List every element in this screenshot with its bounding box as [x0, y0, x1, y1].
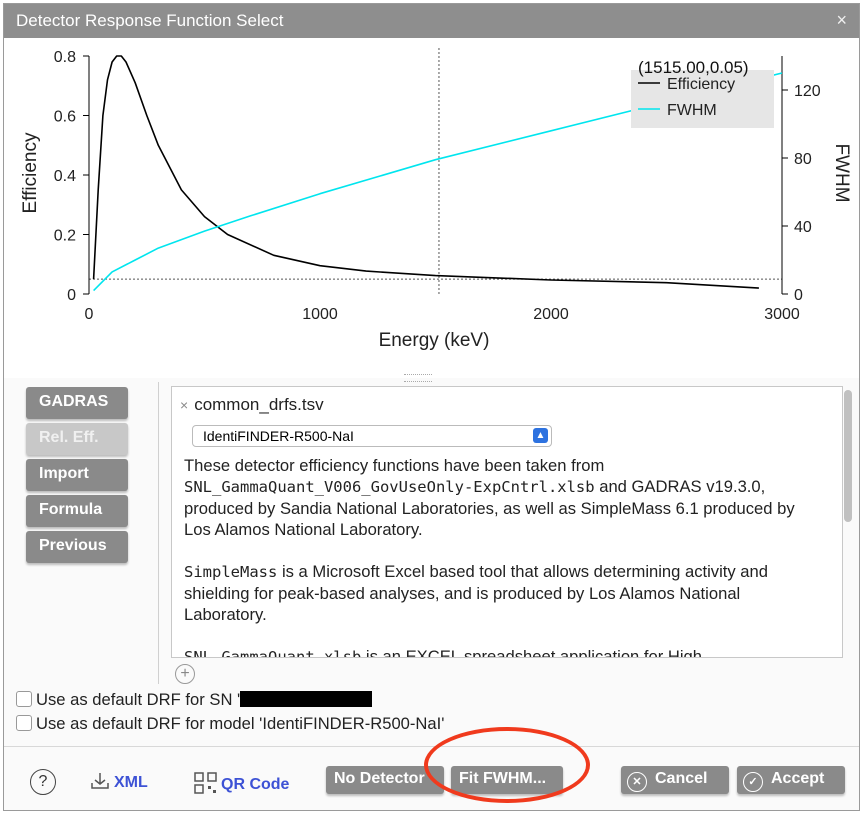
- cursor-readout: (1515.00,0.05): [638, 58, 749, 77]
- title-bar[interactable]: Detector Response Function Select ×: [4, 4, 859, 38]
- x-tick-label: 0: [85, 306, 94, 323]
- cancel-label: Cancel: [655, 770, 708, 787]
- redacted-serial: [240, 691, 373, 707]
- file-tab[interactable]: × common_drfs.tsv: [180, 395, 324, 415]
- y2-tick-label: 120: [794, 83, 821, 100]
- drf-select-dialog: Detector Response Function Select × 0 100…: [3, 3, 860, 811]
- fit-fwhm-button[interactable]: Fit FWHM...: [451, 766, 563, 794]
- close-tab-icon[interactable]: ×: [180, 397, 189, 413]
- y2-tick-label: 80: [794, 151, 812, 168]
- desc-text: is a Microsoft Excel based tool that all…: [184, 562, 768, 624]
- default-model-label: Use as default DRF for model 'IdentiFIND…: [36, 714, 445, 733]
- x-axis-label: Energy (keV): [379, 330, 490, 351]
- desc-mono-file: SNL_GammaQuant.xlsb: [184, 648, 362, 658]
- rel-eff-button[interactable]: Rel. Eff.: [26, 423, 128, 455]
- select-chevron-icon: ▲︎: [533, 428, 548, 443]
- close-icon[interactable]: ×: [836, 10, 847, 30]
- scrollbar-thumb[interactable]: [844, 390, 852, 522]
- default-sn-checkbox[interactable]: [16, 691, 32, 707]
- xml-label: XML: [114, 774, 148, 791]
- default-model-checkbox[interactable]: [16, 715, 32, 731]
- import-button[interactable]: Import: [26, 459, 128, 491]
- legend-fwhm-label: FWHM: [667, 102, 717, 119]
- y2-tick-label: 0: [794, 287, 803, 304]
- previous-button[interactable]: Previous: [26, 531, 128, 563]
- panel-scrollbar[interactable]: [843, 390, 853, 652]
- y2-axis-label: FWHM: [831, 143, 852, 202]
- x-tick-label: 2000: [533, 306, 569, 323]
- download-icon: [91, 773, 109, 789]
- legend-efficiency-label: Efficiency: [667, 76, 735, 93]
- efficiency-series-line: [92, 55, 759, 289]
- desc-text: These detector efficiency functions have…: [184, 456, 605, 475]
- no-detector-button[interactable]: No Detector: [326, 766, 444, 794]
- file-tab-title: common_drfs.tsv: [194, 395, 324, 414]
- formula-button[interactable]: Formula: [26, 495, 128, 527]
- detector-select[interactable]: IdentiFINDER-R500-NaI ▲︎: [192, 425, 552, 447]
- qr-code-link[interactable]: QR Code: [194, 772, 289, 794]
- desc-text: and GADRAS v19.3.0, produced by Sandia N…: [184, 477, 795, 539]
- default-sn-label: Use as default DRF for SN ': [36, 690, 241, 709]
- y2-tick-label: 40: [794, 219, 812, 236]
- add-drf-icon[interactable]: +: [175, 664, 195, 684]
- qr-code-label: QR Code: [221, 776, 290, 793]
- fwhm-series-line: [93, 72, 783, 292]
- qr-code-icon: [194, 772, 217, 794]
- default-model-checkbox-row[interactable]: Use as default DRF for model 'IdentiFIND…: [16, 714, 444, 734]
- accept-label: Accept: [771, 770, 825, 787]
- desc-paragraph-3: SNL_GammaQuant.xlsb is an EXCEL spreadsh…: [184, 646, 824, 658]
- y-tick-label: 0: [67, 287, 76, 304]
- legend-box: [631, 70, 774, 128]
- y-tick-label: 0.2: [54, 228, 76, 245]
- x-tick-label: 1000: [302, 306, 338, 323]
- cancel-icon: ✕: [627, 772, 647, 792]
- y-axis-label: Efficiency: [20, 132, 41, 213]
- drf-file-content[interactable]: × common_drfs.tsv IdentiFINDER-R500-NaI ▲…: [171, 386, 843, 658]
- drf-description: These detector efficiency functions have…: [184, 455, 824, 658]
- window-title: Detector Response Function Select: [16, 11, 284, 30]
- y-tick-label: 0.8: [54, 49, 76, 66]
- x-tick-label: 3000: [764, 306, 800, 323]
- accept-button[interactable]: ✓ Accept: [737, 766, 845, 794]
- detector-select-value: IdentiFINDER-R500-NaI: [203, 428, 354, 444]
- help-icon[interactable]: ?: [30, 769, 56, 795]
- y-tick-label: 0.6: [54, 109, 76, 126]
- panel-splitter-handle[interactable]: [404, 374, 432, 382]
- gadras-button[interactable]: GADRAS: [26, 387, 128, 419]
- checkmark-icon: ✓: [743, 772, 763, 792]
- desc-paragraph-1: These detector efficiency functions have…: [184, 455, 824, 540]
- default-sn-checkbox-row[interactable]: Use as default DRF for SN ': [16, 690, 373, 710]
- y-tick-label: 0.4: [54, 168, 76, 185]
- desc-mono-filename: SNL_GammaQuant_V006_GovUseOnly-ExpCntrl.…: [184, 478, 595, 496]
- dialog-footer: ? XML QR Code No Detector Fit FWHM... ✕ C…: [4, 746, 859, 813]
- drf-file-panel: × common_drfs.tsv IdentiFINDER-R500-NaI ▲…: [158, 382, 859, 684]
- cancel-button[interactable]: ✕ Cancel: [621, 766, 729, 794]
- desc-mono-tool: SimpleMass: [184, 563, 278, 581]
- desc-text: is an EXCEL spreadsheet application for …: [361, 647, 702, 658]
- drf-chart[interactable]: 0 1000 2000 3000 0 0.2 0.4 0.6 0.8 0 40 80 120 Energ…: [4, 38, 859, 378]
- xml-download-link[interactable]: XML: [90, 772, 148, 792]
- desc-paragraph-2: SimpleMass is a Microsoft Excel based to…: [184, 561, 824, 625]
- chart-svg: 0 1000 2000 3000 0 0.2 0.4 0.6 0.8 0 40 80 120 Energ…: [20, 48, 852, 351]
